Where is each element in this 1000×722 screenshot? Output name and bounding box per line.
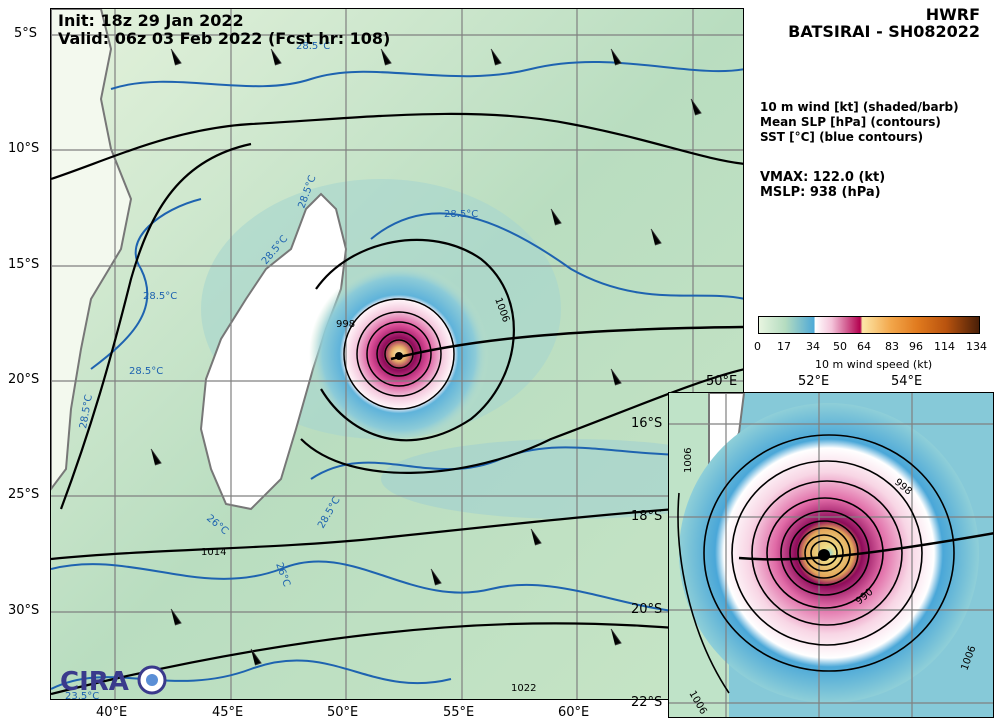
inset-lon-label-52e: 52°E xyxy=(798,374,830,389)
vmax-value: VMAX: 122.0 (kt) xyxy=(760,170,886,185)
cbar-tick-17: 17 xyxy=(777,340,791,353)
stats-block: VMAX: 122.0 (kt) MSLP: 938 (hPa) xyxy=(760,170,885,200)
valid-time: Valid: 06z 03 Feb 2022 (Fcst hr: 108) xyxy=(58,29,391,48)
slp-label-998: 998 xyxy=(336,319,355,330)
cbar-tick-50: 50 xyxy=(833,340,847,353)
slp-contours xyxy=(51,112,743,696)
sst-label-e: 28.5°C xyxy=(143,291,177,302)
inset-lat-label-20s: 20°S xyxy=(631,602,663,617)
lat-label-30s: 30°S xyxy=(8,603,40,618)
sst-label-c: 28.5°C xyxy=(444,209,478,220)
slp-label-1022: 1022 xyxy=(511,683,536,694)
main-map: 1006 998 1014 1022 28.5°C 28.5°C 28.5°C … xyxy=(50,8,744,700)
lon-label-40e: 40°E xyxy=(96,705,128,720)
inset-lon-label-54e: 54°E xyxy=(891,374,923,389)
africa-landmass xyxy=(51,9,133,491)
lon-label-45e: 45°E xyxy=(212,705,244,720)
inset-storm-center xyxy=(818,549,830,561)
colorbar xyxy=(758,316,980,334)
model-name: HWRF xyxy=(925,5,980,24)
slp-core-contours xyxy=(343,298,455,410)
storm-name: BATSIRAI - SH082022 xyxy=(788,22,980,41)
inset-slp-contours xyxy=(677,434,955,694)
wind-band-east xyxy=(381,439,743,519)
init-time: Init: 18z 29 Jan 2022 xyxy=(58,11,244,30)
cira-logo-svg: CIRA xyxy=(60,665,167,697)
sst-label-a: 28.5°C xyxy=(296,41,330,52)
inset-lat-label-16s: 16°S xyxy=(631,416,663,431)
cbar-tick-83: 83 xyxy=(885,340,899,353)
sst-label-i: 23.5°C xyxy=(65,691,99,700)
wind-barbs xyxy=(150,48,702,666)
lat-lon-grid xyxy=(51,9,743,699)
legend-block: 10 m wind [kt] (shaded/barb) Mean SLP [h… xyxy=(760,100,959,145)
colorbar-label: 10 m wind speed (kt) xyxy=(815,358,933,371)
main-map-svg: 1006 998 1014 1022 28.5°C 28.5°C 28.5°C … xyxy=(51,9,743,700)
lat-label-5s: 5°S xyxy=(14,26,38,41)
cbar-tick-64: 64 xyxy=(857,340,871,353)
svg-text:CIRA: CIRA xyxy=(60,667,129,696)
inset-storm-track xyxy=(738,532,993,561)
sst-contours xyxy=(51,60,743,690)
cbar-tick-96: 96 xyxy=(909,340,923,353)
storm-center-marker xyxy=(395,352,403,360)
lon-label-60e: 60°E xyxy=(558,705,590,720)
inset-lat-label-18s: 18°S xyxy=(631,509,663,524)
cbar-tick-134: 134 xyxy=(966,340,987,353)
inset-map: 990 998 1006 1006 1006 xyxy=(668,392,994,718)
inset-slp-label-1006-a: 1006 xyxy=(683,448,694,473)
lat-label-10s: 10°S xyxy=(8,141,40,156)
sst-label-f: 28.5°C xyxy=(129,366,163,377)
cira-logo: CIRA xyxy=(60,664,170,697)
cbar-tick-0: 0 xyxy=(754,340,761,353)
legend-sst: SST [°C] (blue contours) xyxy=(760,130,924,144)
storm-track xyxy=(390,325,743,361)
inset-map-svg: 990 998 1006 1006 1006 xyxy=(669,393,993,717)
inset-lat-label-22s: 22°S xyxy=(631,695,663,710)
cbar-tick-34: 34 xyxy=(806,340,820,353)
inset-lon-label-50e: 50°E xyxy=(706,374,738,389)
slp-label-1014: 1014 xyxy=(201,547,226,558)
legend-wind: 10 m wind [kt] (shaded/barb) xyxy=(760,100,959,114)
lat-label-25s: 25°S xyxy=(8,487,40,502)
cbar-tick-114: 114 xyxy=(934,340,955,353)
lat-label-15s: 15°S xyxy=(8,257,40,272)
lon-label-55e: 55°E xyxy=(443,705,475,720)
mslp-value: MSLP: 938 (hPa) xyxy=(760,185,881,200)
lon-label-50e: 50°E xyxy=(327,705,359,720)
legend-slp: Mean SLP [hPa] (contours) xyxy=(760,115,941,129)
lat-label-20s: 20°S xyxy=(8,372,40,387)
